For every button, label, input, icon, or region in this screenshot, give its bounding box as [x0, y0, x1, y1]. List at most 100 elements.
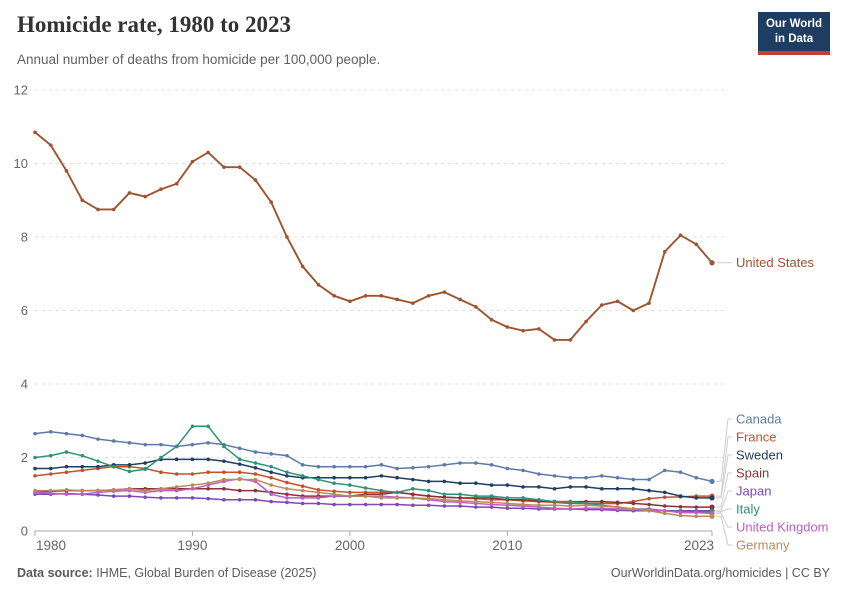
data-point[interactable] [615, 299, 620, 304]
data-point[interactable] [159, 496, 163, 500]
data-point[interactable] [426, 494, 431, 498]
data-point[interactable] [174, 496, 179, 500]
data-point[interactable] [474, 481, 478, 486]
data-point[interactable] [253, 497, 258, 502]
data-point[interactable] [426, 464, 431, 469]
data-point[interactable] [222, 459, 226, 463]
data-point[interactable] [269, 452, 273, 456]
data-point[interactable] [300, 488, 305, 493]
owid-logo[interactable]: Our World in Data [757, 12, 830, 55]
data-point[interactable] [190, 472, 195, 476]
data-point[interactable] [316, 464, 321, 469]
data-point[interactable] [647, 477, 651, 482]
data-point[interactable] [568, 499, 573, 504]
legend-label-japan[interactable]: Japan [736, 484, 771, 499]
data-point[interactable] [48, 143, 53, 147]
data-point[interactable] [269, 492, 273, 497]
data-point[interactable] [678, 510, 683, 515]
data-point[interactable] [300, 496, 305, 500]
data-point[interactable] [631, 477, 636, 482]
data-point[interactable] [584, 506, 588, 511]
data-point[interactable] [159, 455, 163, 460]
data-point[interactable] [96, 207, 100, 212]
data-point[interactable] [552, 506, 557, 511]
data-point[interactable] [552, 503, 557, 508]
data-point[interactable] [64, 470, 69, 475]
legend-label-germany[interactable]: Germany [736, 538, 790, 553]
data-point[interactable] [253, 450, 258, 454]
data-point[interactable] [474, 499, 478, 504]
data-point[interactable] [678, 513, 683, 518]
data-point[interactable] [159, 187, 163, 192]
data-point[interactable] [285, 486, 289, 491]
credit-link[interactable]: OurWorldinData.org/homicides | CC BY [610, 566, 830, 580]
data-point[interactable] [316, 488, 321, 492]
data-point[interactable] [599, 499, 604, 504]
data-point[interactable] [237, 165, 242, 169]
data-point[interactable] [395, 490, 399, 495]
data-point[interactable] [363, 294, 368, 298]
data-point[interactable] [285, 453, 289, 458]
data-point[interactable] [253, 461, 258, 465]
data-point[interactable] [143, 442, 148, 447]
data-point[interactable] [411, 486, 415, 491]
data-point[interactable] [174, 485, 179, 489]
data-point[interactable] [80, 488, 85, 493]
series-line-united-kingdom[interactable] [34, 478, 713, 515]
data-point[interactable] [111, 494, 116, 498]
data-point[interactable] [537, 497, 541, 502]
data-point[interactable] [458, 481, 462, 486]
data-point[interactable] [348, 483, 352, 487]
data-point[interactable] [111, 207, 116, 212]
data-point[interactable] [190, 486, 195, 491]
data-point[interactable] [552, 486, 557, 491]
data-point[interactable] [174, 444, 179, 449]
data-point[interactable] [222, 444, 226, 449]
data-point[interactable] [694, 510, 699, 515]
data-point[interactable] [143, 461, 148, 465]
data-point[interactable] [521, 496, 525, 500]
data-point[interactable] [521, 485, 525, 489]
data-point[interactable] [584, 475, 588, 480]
data-point[interactable] [80, 464, 85, 469]
data-point[interactable] [426, 496, 431, 501]
legend-label-united-states[interactable]: United States [736, 255, 815, 270]
data-point[interactable] [568, 504, 573, 508]
series-line-spain[interactable] [34, 487, 712, 508]
data-point[interactable] [662, 495, 667, 499]
data-point[interactable] [662, 490, 667, 495]
data-point[interactable] [127, 494, 132, 498]
data-point[interactable] [411, 477, 415, 482]
data-point[interactable] [489, 317, 494, 322]
data-point[interactable] [442, 290, 447, 294]
legend-label-italy[interactable]: Italy [736, 502, 760, 517]
data-point[interactable] [300, 463, 305, 467]
data-point[interactable] [363, 475, 368, 480]
data-point[interactable] [458, 461, 462, 465]
data-point[interactable] [505, 466, 510, 471]
data-point[interactable] [64, 488, 69, 492]
data-point[interactable] [64, 169, 69, 173]
data-point[interactable] [348, 299, 352, 304]
data-point[interactable] [237, 497, 242, 502]
data-point[interactable] [159, 486, 163, 491]
data-point[interactable] [64, 464, 69, 469]
data-point[interactable] [615, 505, 620, 509]
data-point[interactable] [285, 500, 289, 505]
data-point[interactable] [33, 474, 37, 478]
data-point[interactable] [285, 235, 289, 239]
data-point[interactable] [96, 459, 100, 463]
data-point[interactable] [127, 486, 132, 491]
data-point[interactable] [253, 488, 258, 493]
data-point[interactable] [80, 433, 85, 438]
data-point[interactable] [190, 483, 195, 487]
data-point[interactable] [285, 492, 289, 497]
data-point[interactable] [206, 424, 210, 429]
data-point[interactable] [190, 496, 195, 500]
data-point[interactable] [568, 338, 573, 342]
data-point[interactable] [222, 486, 226, 491]
data-point[interactable] [332, 489, 336, 494]
data-point[interactable] [348, 475, 352, 480]
data-point[interactable] [584, 503, 588, 508]
data-point[interactable] [442, 495, 447, 499]
